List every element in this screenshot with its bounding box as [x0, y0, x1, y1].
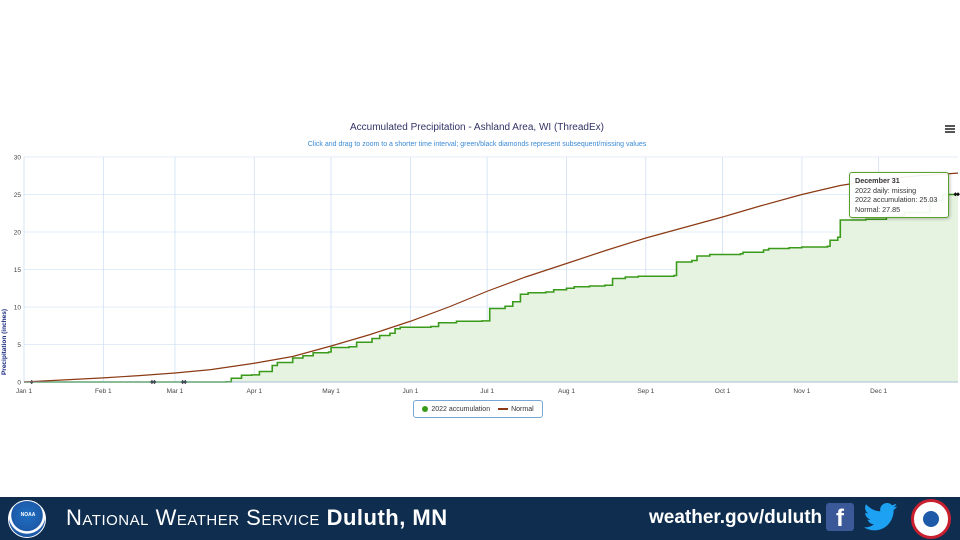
x-tick-label: Feb 1 [95, 388, 112, 395]
tooltip-daily: 2022 daily: missing [855, 185, 917, 195]
y-tick-label: 10 [14, 304, 22, 311]
legend-item-accumulation[interactable]: 2022 accumulation [422, 406, 490, 413]
nws-office-location: Duluth, MN [326, 505, 448, 530]
x-tick-label: Nov 1 [793, 388, 810, 395]
chart-svg[interactable]: Accumulated Precipitation - Ashland Area… [0, 110, 960, 420]
y-tick-label: 30 [14, 154, 22, 161]
twitter-icon[interactable] [864, 502, 898, 532]
x-tick-label: Sep 1 [637, 388, 654, 395]
tooltip-date: December 31 [855, 176, 900, 185]
footer-banner: NOAA National Weather Service Duluth, MN… [0, 497, 960, 540]
nws-office-name: National Weather Service Duluth, MN [66, 505, 448, 531]
x-tick-label: Aug 1 [558, 388, 575, 395]
missing-value-marker [956, 192, 960, 197]
x-tick-label: Mar 1 [167, 388, 184, 395]
hamburger-menu-icon[interactable] [945, 124, 955, 134]
facebook-icon[interactable]: f [826, 503, 854, 532]
chart-title: Accumulated Precipitation - Ashland Area… [350, 122, 604, 133]
y-axis-label: Precipitation (inches) [1, 309, 8, 375]
nws-website-link[interactable]: weather.gov/duluth [649, 507, 823, 528]
x-tick-label: Dec 1 [870, 388, 887, 395]
chart-legend: 2022 accumulation Normal [413, 400, 543, 418]
legend-marker-normal [498, 408, 509, 410]
nws-org-name: National Weather Service [66, 505, 320, 530]
series-layer [23, 172, 960, 384]
tooltip-accumulation: 2022 accumulation: 25.03 [855, 195, 938, 204]
x-tick-label: May 1 [322, 388, 340, 395]
noaa-logo-text: NOAA [20, 512, 36, 518]
tooltip-normal: Normal: 27.85 [855, 204, 901, 214]
series-line-normal [23, 172, 959, 383]
y-tick-label: 25 [14, 192, 22, 199]
legend-label-accumulation: 2022 accumulation [431, 405, 491, 413]
y-tick-label: 15 [14, 267, 22, 274]
chart-subtitle: Click and drag to zoom to a shorter time… [308, 141, 647, 148]
x-tick-label: Oct 1 [715, 388, 731, 395]
y-tick-label: 20 [14, 229, 22, 236]
chart-tooltip: December 31 2022 daily: missing 2022 acc… [849, 172, 949, 218]
missing-value-marker [953, 192, 958, 197]
x-tick-label: Jan 1 [16, 388, 32, 395]
x-tick-label: Apr 1 [247, 388, 263, 395]
legend-label-normal: Normal [511, 405, 534, 413]
chart-container[interactable]: Accumulated Precipitation - Ashland Area… [0, 110, 960, 420]
noaa-logo-icon [8, 500, 46, 538]
legend-marker-accumulation [422, 406, 429, 412]
series-area-2022-accumulation [24, 194, 958, 382]
nws-logo-center [923, 511, 939, 527]
axis-layer: 0 5 10 15 20 25 30 Jan 1 Feb 1 Mar 1 Apr 1 May 1 Jun… [14, 154, 958, 395]
y-tick-label: 0 [17, 379, 21, 386]
nws-logo-icon [911, 499, 951, 539]
y-tick-label: 5 [17, 342, 21, 349]
x-tick-label: Jun 1 [402, 388, 418, 395]
legend-item-normal[interactable]: Normal [498, 406, 534, 413]
x-tick-label: Jul 1 [480, 388, 494, 395]
series-line-2022-accumulation [24, 193, 959, 383]
